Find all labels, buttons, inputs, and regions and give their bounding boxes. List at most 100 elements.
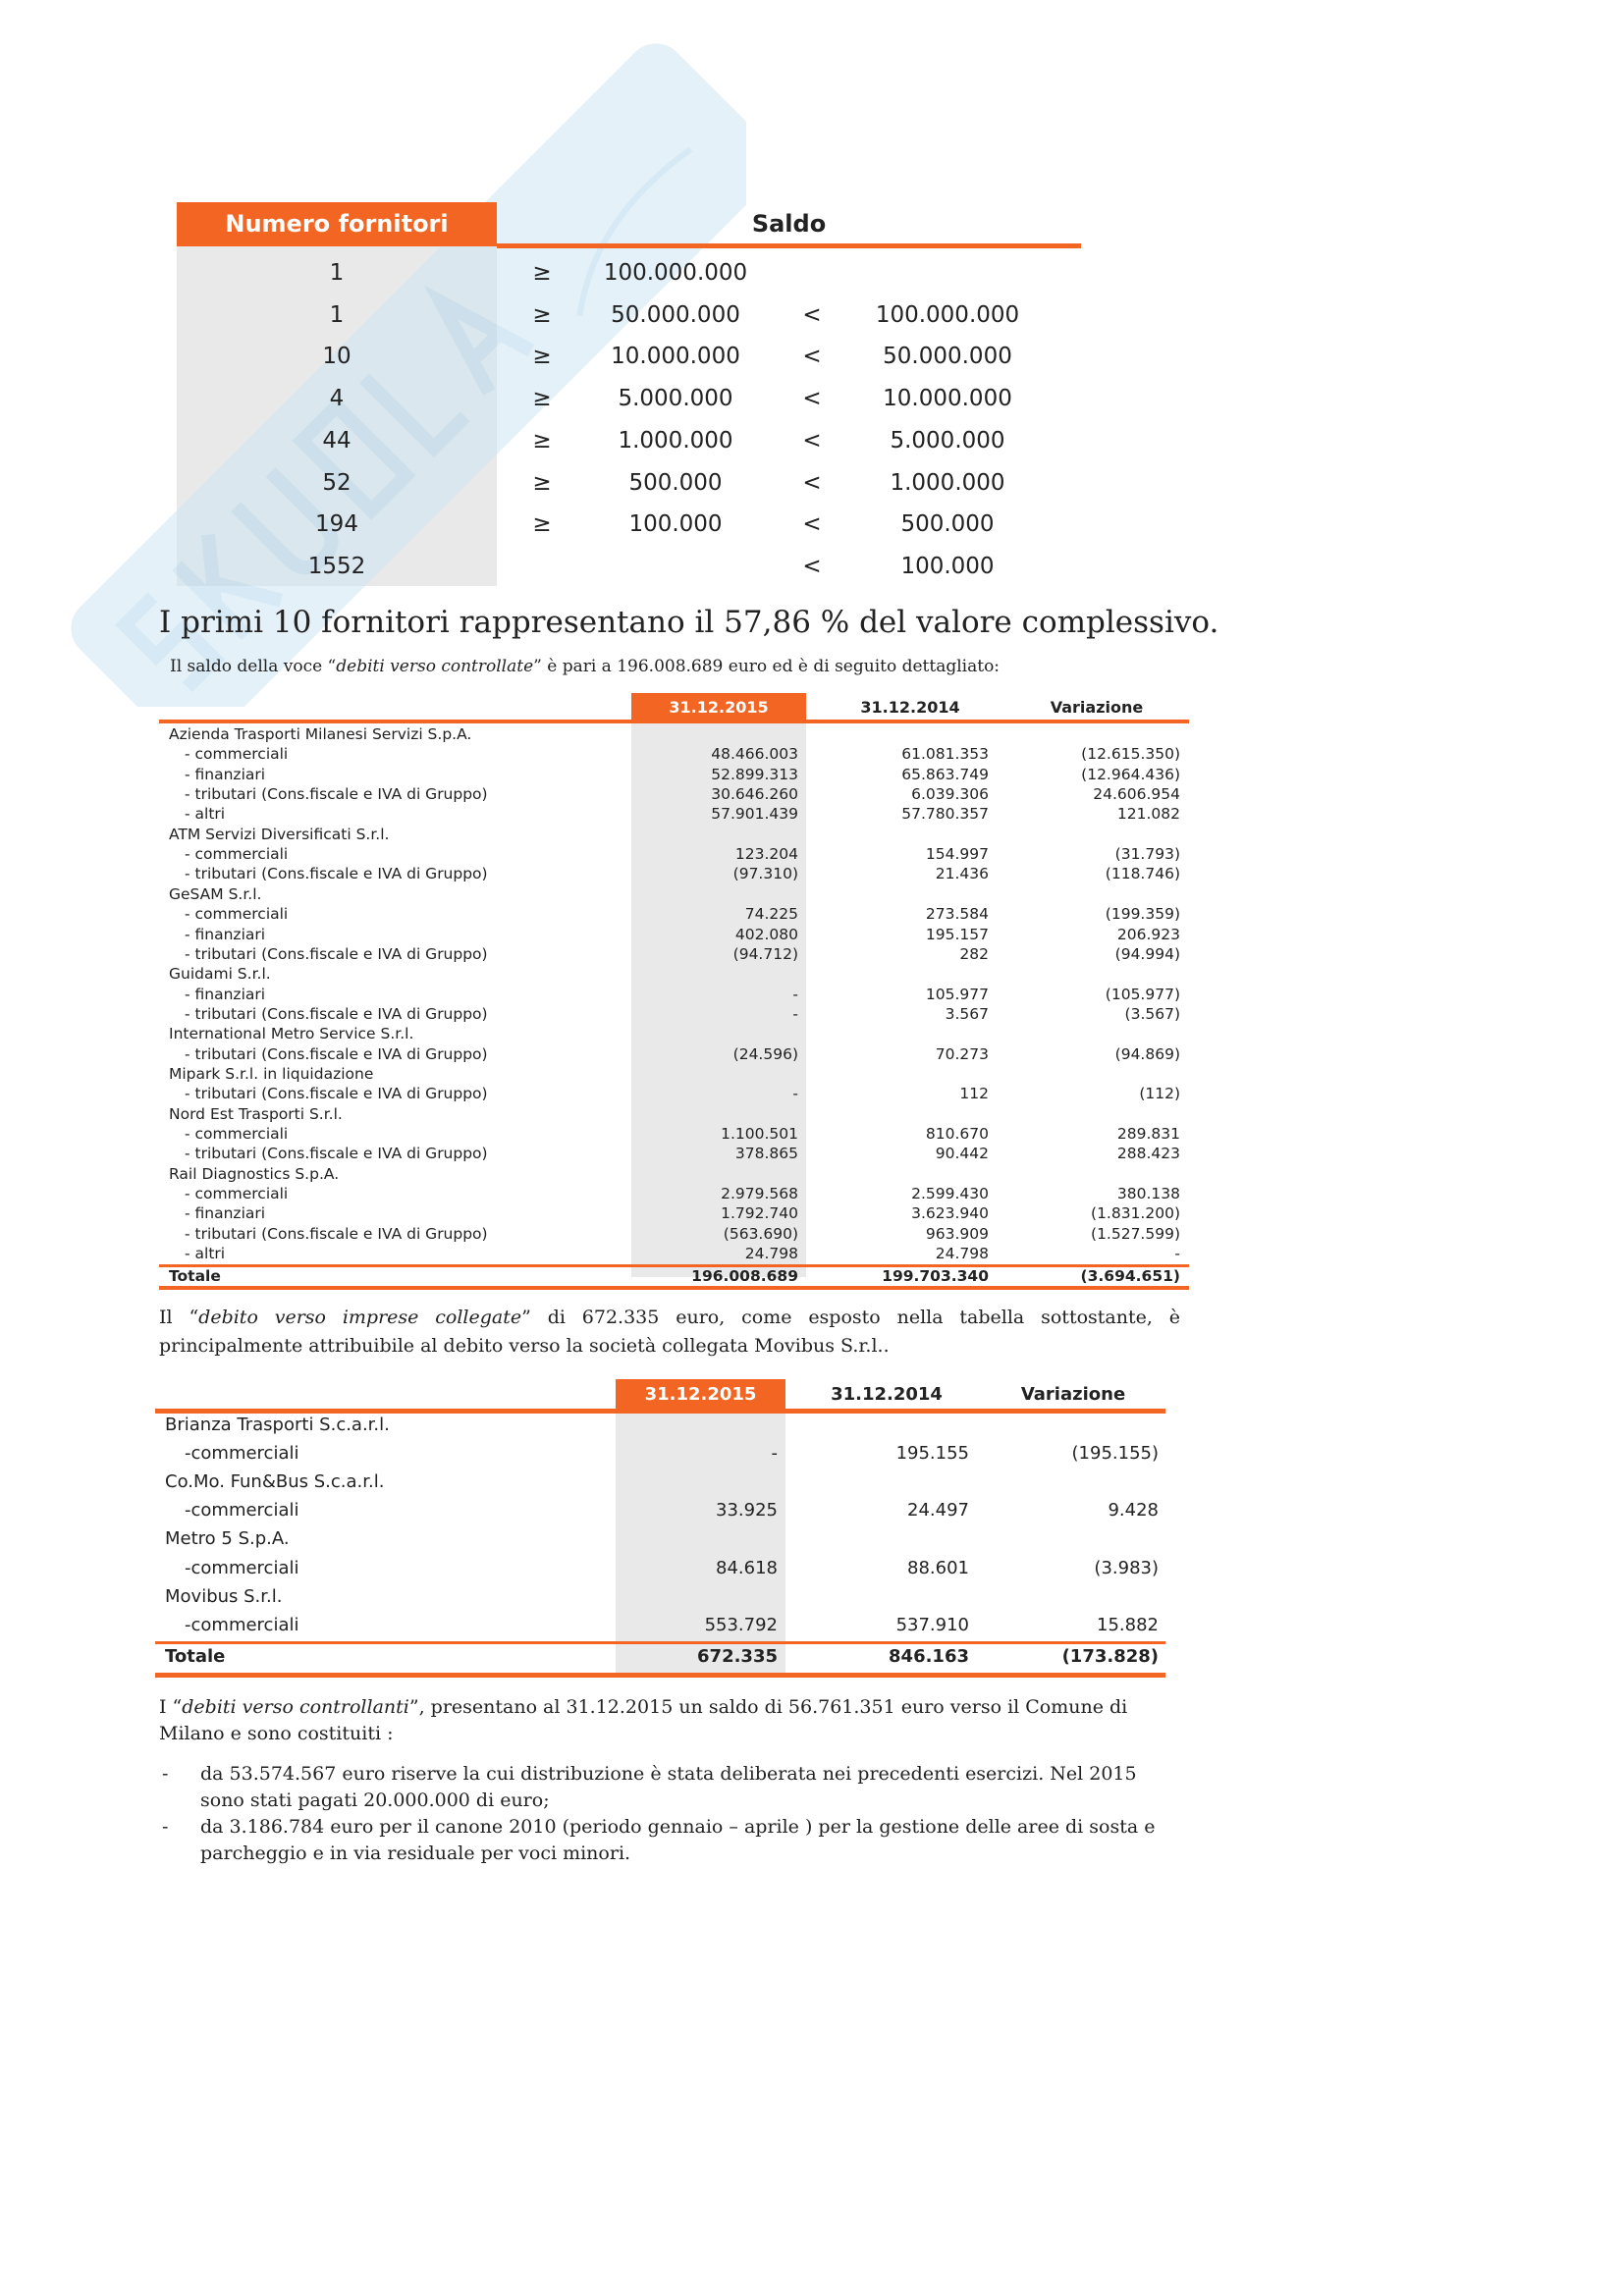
row-label: - tributari (Cons.fiscale e IVA di Grupp… (185, 1085, 488, 1103)
header-2014: 31.12.2014 (860, 698, 960, 717)
row-label: - commerciali (185, 745, 289, 764)
value-2014: 154.997 (925, 845, 989, 864)
row-label: - altri (185, 1245, 226, 1263)
row-label: Totale (169, 1267, 221, 1285)
bullet-dash: - (162, 1763, 169, 1785)
value-2014: 21.436 (935, 865, 989, 883)
supplier-count: 194 (315, 511, 358, 538)
row-label: Co.Mo. Fun&Bus S.c.a.r.l. (165, 1471, 385, 1493)
balance-to: 50.000.000 (883, 344, 1012, 370)
value-2014: 199.703.340 (882, 1267, 989, 1285)
row-label: - finanziari (185, 925, 266, 943)
balance-to: 500.000 (900, 511, 995, 538)
row-label: - tributari (Cons.fiscale e IVA di Grupp… (185, 944, 488, 963)
table-row: 194 ≥100.000 <500.000 (0, 504, 1623, 546)
summary-heading: I primi 10 fornitori rappresentano il 57… (159, 605, 1219, 640)
column-shade (616, 1409, 785, 1674)
row-label: - tributari (Cons.fiscale e IVA di Grupp… (185, 1224, 488, 1243)
value-2015: 553.792 (704, 1614, 778, 1635)
value-variation: (94.869) (1114, 1044, 1180, 1063)
row-label: - tributari (Cons.fiscale e IVA di Grupp… (185, 865, 488, 883)
value-2015: 48.466.003 (711, 745, 798, 764)
balance-to: 1.000.000 (890, 469, 1005, 496)
value-variation: 289.831 (1116, 1125, 1180, 1143)
row-label: -commerciali (185, 1557, 299, 1578)
value-variation: (31.793) (1114, 845, 1180, 864)
row-label: - commerciali (185, 845, 289, 864)
operator-lt: < (802, 386, 822, 412)
operator-lt: < (802, 511, 822, 538)
text: ”, presentano al 31.12.2015 un saldo di … (159, 1696, 1128, 1744)
value-2014: 24.798 (935, 1245, 989, 1263)
value-2015: (94.712) (732, 944, 798, 963)
value-2015: 378.865 (734, 1145, 798, 1163)
value-2014: 6.039.306 (911, 785, 989, 804)
total-bottom-rule (159, 1286, 1189, 1290)
value-2015: 196.008.689 (691, 1267, 798, 1285)
bullet-text: da 53.574.567 euro riserve la cui distri… (200, 1763, 1137, 1811)
operator-ge: ≥ (532, 386, 552, 412)
value-2014: 195.155 (895, 1443, 969, 1465)
value-2014: 88.601 (907, 1557, 969, 1578)
value-variation: (12.615.350) (1081, 745, 1180, 764)
value-2015: (97.310) (732, 865, 798, 883)
value-2014: 57.780.357 (901, 805, 989, 824)
value-variation: (112) (1139, 1085, 1180, 1103)
value-variation: 288.423 (1116, 1145, 1180, 1163)
row-label: - finanziari (185, 985, 266, 1003)
header-2015: 31.12.2015 (631, 693, 806, 721)
text: Il “ (159, 1307, 199, 1328)
operator-ge: ≥ (532, 511, 552, 538)
value-2014: 846.163 (889, 1646, 969, 1667)
row-label: - finanziari (185, 765, 266, 783)
value-2015: - (792, 1004, 798, 1023)
header-rule (155, 1409, 1165, 1414)
value-2015: 57.901.439 (711, 805, 798, 824)
supplier-count: 1 (329, 301, 345, 328)
row-label: - commerciali (185, 1185, 289, 1203)
row-label: - commerciali (185, 1125, 289, 1143)
value-2014: 273.584 (925, 905, 989, 924)
text: ” di 672.335 euro, come esposto nella ta… (159, 1307, 1180, 1357)
value-2014: 90.442 (935, 1145, 989, 1163)
supplier-count: 44 (322, 427, 352, 454)
value-2014: 3.567 (945, 1004, 989, 1023)
balance-to: 100.000 (900, 553, 995, 579)
row-label: Guidami S.r.l. (169, 965, 271, 984)
row-label: -commerciali (185, 1614, 299, 1635)
header-2014: 31.12.2014 (831, 1384, 943, 1405)
row-label: Totale (165, 1646, 226, 1667)
operator-ge: ≥ (532, 469, 552, 496)
operator-lt: < (802, 344, 822, 370)
value-2015: 1.100.501 (721, 1125, 798, 1143)
balance-from: 10.000.000 (611, 344, 740, 370)
parent-paragraph: I “debiti verso controllanti”, presentan… (159, 1694, 1180, 1747)
supplier-count: 52 (322, 469, 352, 496)
value-variation: (3.567) (1124, 1004, 1180, 1023)
value-variation: 206.923 (1116, 925, 1180, 943)
value-2014: 537.910 (895, 1614, 969, 1635)
operator-lt: < (802, 427, 822, 454)
operator-lt: < (802, 553, 822, 579)
value-variation: 24.606.954 (1093, 785, 1180, 804)
table-row: 1552 <100.000 (0, 546, 1623, 588)
intro-paragraph: Il saldo della voce “debiti verso contro… (170, 657, 1000, 676)
bullet-text: da 3.186.784 euro per il canone 2010 (pe… (200, 1816, 1156, 1864)
row-label: Azienda Trasporti Milanesi Servizi S.p.A… (169, 725, 472, 743)
value-2015: 74.225 (744, 905, 798, 924)
value-variation: 121.082 (1116, 805, 1180, 824)
value-2014: 65.863.749 (901, 765, 989, 783)
table-row: 4 ≥5.000.000 <10.000.000 (0, 378, 1623, 420)
row-label: Brianza Trasporti S.c.a.r.l. (165, 1415, 390, 1435)
header-variation: Variazione (1050, 698, 1144, 717)
value-variation: (199.359) (1105, 905, 1180, 924)
value-2014: 3.623.940 (911, 1204, 989, 1223)
value-2015: 1.792.740 (721, 1204, 798, 1223)
total-top-rule (159, 1264, 1189, 1267)
value-2014: 24.497 (907, 1500, 969, 1522)
row-label: - tributari (Cons.fiscale e IVA di Grupp… (185, 1044, 488, 1063)
value-variation: (118.746) (1105, 865, 1180, 883)
row-label: - tributari (Cons.fiscale e IVA di Grupp… (185, 1004, 488, 1023)
supplier-count: 1 (329, 260, 345, 286)
operator-ge: ≥ (532, 344, 552, 370)
